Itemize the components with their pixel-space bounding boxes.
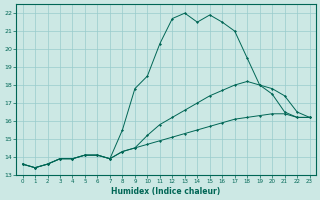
X-axis label: Humidex (Indice chaleur): Humidex (Indice chaleur) — [111, 187, 221, 196]
